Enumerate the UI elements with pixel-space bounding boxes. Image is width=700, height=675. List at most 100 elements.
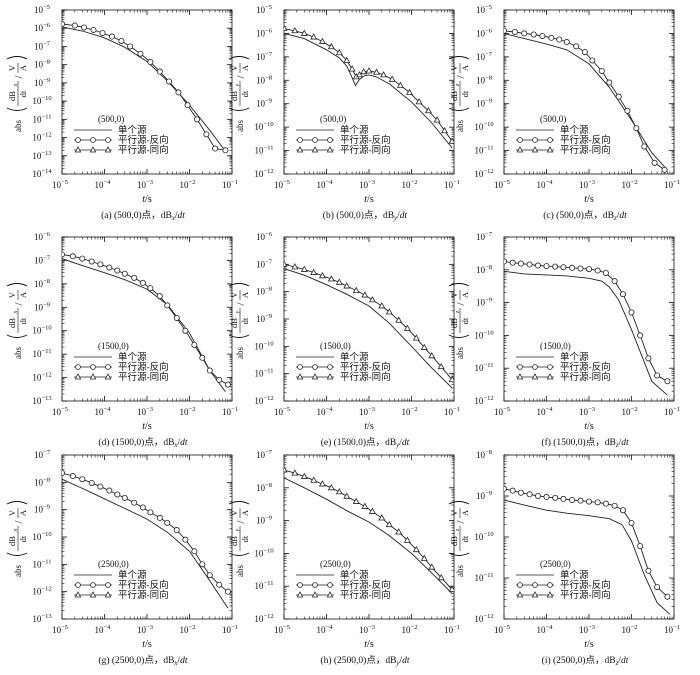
x-tick-exponent: −3 bbox=[588, 179, 595, 186]
y-tick-mantissa: 10 bbox=[33, 114, 43, 124]
marker-circle bbox=[173, 527, 180, 534]
marker-circle bbox=[114, 491, 121, 498]
legend-marker-circle bbox=[327, 137, 333, 143]
y-tick-mantissa: 10 bbox=[476, 99, 486, 109]
marker-triangle bbox=[343, 492, 351, 499]
y-tick-exponent: −11 bbox=[264, 368, 274, 375]
x-tick-mantissa: 10 bbox=[359, 407, 369, 417]
marker-circle bbox=[216, 581, 223, 588]
marker-triangle bbox=[420, 554, 428, 561]
chart-panel: 10−5 10−4 10−3 10−2 10−110−1310−1210−1110−10… bbox=[6, 231, 238, 449]
legend-entry: 平行源-同向 bbox=[560, 589, 611, 601]
marker-circle bbox=[563, 39, 570, 46]
x-axis-label-var: t bbox=[142, 639, 145, 650]
series-line bbox=[62, 478, 229, 609]
y-tick-exponent: −9 bbox=[43, 504, 50, 511]
legend-entry: 平行源-反向 bbox=[118, 579, 169, 591]
y-tick-mantissa: 10 bbox=[255, 581, 265, 591]
caption-dt: dt bbox=[180, 438, 188, 448]
x-tick-exponent: −4 bbox=[326, 179, 334, 186]
x-tick-exponent: −3 bbox=[588, 406, 595, 413]
legend-marker-circle bbox=[327, 364, 333, 370]
marker-circle bbox=[206, 367, 213, 374]
x-tick-label: 10−3 bbox=[579, 179, 595, 190]
y-tick-label: 10−5 bbox=[34, 4, 50, 15]
y-tick-exponent: −14 bbox=[41, 168, 52, 175]
marker-circle bbox=[569, 496, 576, 503]
marker-circle bbox=[539, 32, 546, 39]
legend-marker-circle bbox=[547, 364, 553, 370]
y-tick-label: 10−8 bbox=[476, 449, 492, 460]
marker-triangle bbox=[415, 98, 423, 105]
y-axis-label-rparen bbox=[6, 56, 28, 60]
y-axis-label-rparen bbox=[448, 501, 470, 505]
y-axis-label-abs: abs bbox=[455, 347, 465, 359]
marker-circle bbox=[182, 327, 189, 334]
x-tick-mantissa: 10 bbox=[537, 625, 547, 635]
x-tick-label: 10−2 bbox=[180, 624, 196, 635]
marker-circle bbox=[615, 93, 622, 100]
caption-text: (d) (1500,0)点， bbox=[98, 437, 163, 448]
y-tick-exponent: −11 bbox=[484, 362, 494, 369]
legend-entry: 平行源-同向 bbox=[340, 371, 391, 383]
y-tick-label: 10−9 bbox=[256, 515, 272, 526]
marker-triangle bbox=[361, 502, 369, 509]
x-tick-label: 10−1 bbox=[664, 624, 680, 635]
y-tick-exponent: −11 bbox=[484, 572, 494, 579]
legend-entry: 平行源-反向 bbox=[118, 361, 169, 373]
x-tick-label: 10−5 bbox=[52, 406, 68, 417]
y-axis-label-slash: / bbox=[13, 520, 25, 524]
legend-marker-circle bbox=[75, 582, 81, 588]
y-tick-mantissa: 10 bbox=[34, 78, 44, 88]
caption-dB: dB bbox=[385, 438, 396, 448]
marker-circle bbox=[81, 24, 88, 31]
legend-marker-triangle bbox=[74, 591, 82, 598]
x-tick-mantissa: 10 bbox=[444, 407, 454, 417]
marker-circle bbox=[88, 258, 95, 265]
marker-circle bbox=[216, 376, 223, 383]
marker-circle bbox=[645, 567, 652, 574]
y-tick-exponent: −12 bbox=[263, 613, 273, 620]
x-tick-mantissa: 10 bbox=[664, 180, 674, 190]
y-tick-mantissa: 10 bbox=[256, 314, 266, 324]
marker-triangle bbox=[327, 275, 335, 282]
y-tick-label: 10−11 bbox=[475, 572, 494, 583]
x-tick-exponent: −5 bbox=[61, 179, 68, 186]
legend-entry: 单个源 bbox=[118, 351, 147, 363]
caption-component: y bbox=[395, 659, 400, 667]
y-axis-label-component: z bbox=[455, 83, 461, 87]
y-tick-label: 10−10 bbox=[32, 95, 51, 106]
caption-slash: / bbox=[618, 656, 621, 666]
caption-dB: dB bbox=[385, 656, 396, 666]
marker-circle bbox=[526, 261, 533, 268]
legend-entry: 单个源 bbox=[340, 124, 369, 136]
y-tick-mantissa: 10 bbox=[33, 349, 43, 359]
y-tick-exponent: −8 bbox=[265, 74, 272, 81]
legend-marker-circle bbox=[532, 364, 538, 370]
y-axis-label-component: x bbox=[13, 83, 19, 87]
x-tick-label: 10−1 bbox=[444, 624, 460, 635]
legend-marker-triangle bbox=[89, 146, 97, 153]
caption-text: (c) (500,0)点， bbox=[543, 210, 603, 221]
y-tick-mantissa: 10 bbox=[256, 287, 266, 297]
y-tick-exponent: −9 bbox=[43, 301, 50, 308]
x-axis-label-unit: /s bbox=[367, 194, 374, 205]
x-tick-label: 10−5 bbox=[52, 179, 68, 190]
legend-marker-circle bbox=[532, 582, 538, 588]
x-tick-exponent: −1 bbox=[231, 406, 238, 413]
y-axis-label-component: y bbox=[235, 310, 241, 314]
y-axis-label-abs: abs bbox=[455, 120, 465, 132]
marker-circle bbox=[530, 31, 537, 38]
x-axis-label-var: t bbox=[142, 194, 145, 205]
x-axis-label-var: t bbox=[584, 639, 587, 650]
marker-circle bbox=[69, 473, 76, 480]
marker-circle bbox=[661, 166, 668, 173]
y-tick-mantissa: 10 bbox=[32, 532, 42, 542]
y-tick-exponent: −9 bbox=[265, 515, 272, 522]
x-tick-label: 10−4 bbox=[95, 179, 112, 190]
x-axis-label-unit: /s bbox=[145, 639, 152, 650]
x-tick-label: 10−1 bbox=[222, 406, 238, 417]
legend-marker-triangle bbox=[104, 146, 112, 153]
marker-circle bbox=[121, 270, 128, 277]
y-tick-mantissa: 10 bbox=[474, 614, 484, 624]
